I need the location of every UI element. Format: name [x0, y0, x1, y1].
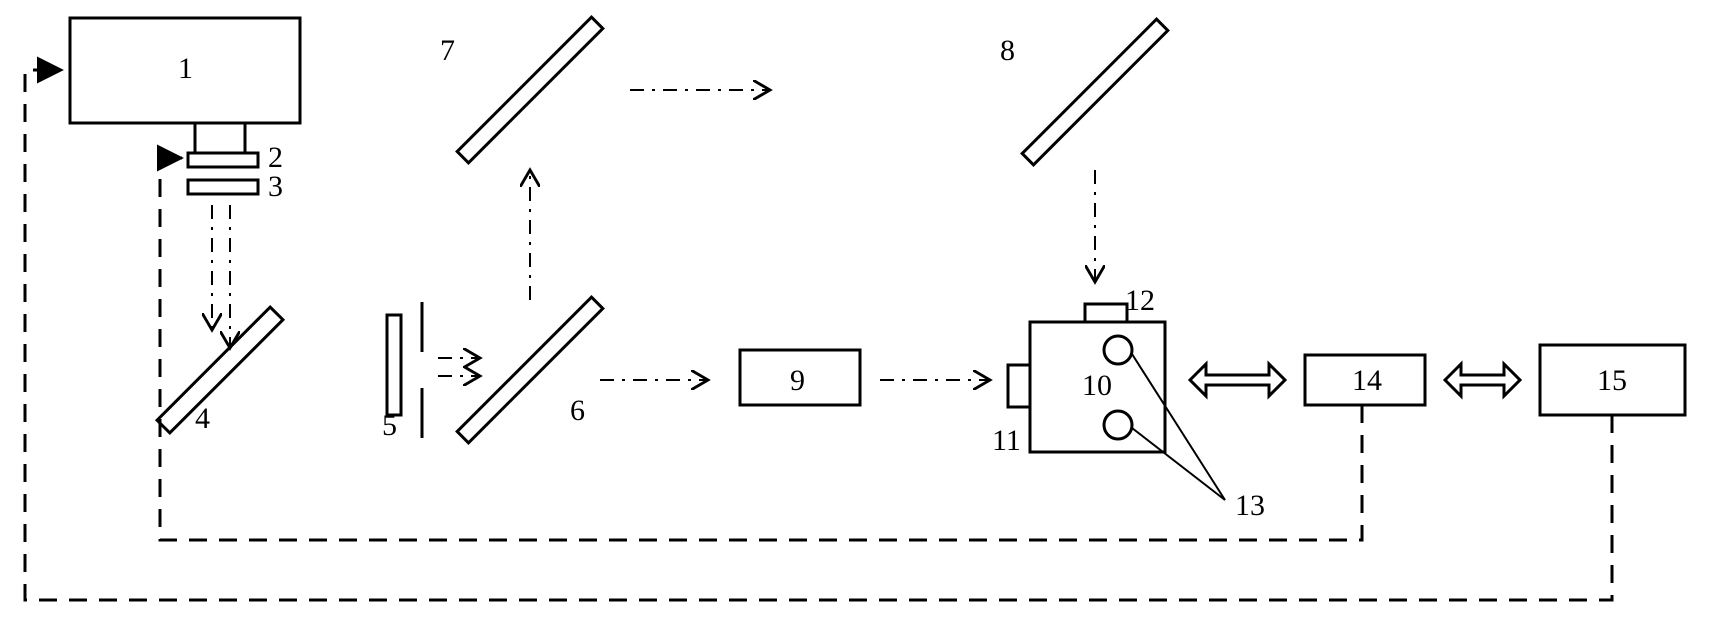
- label-n1: 1: [178, 52, 193, 85]
- double-arrow-0: [1190, 364, 1285, 396]
- label-n15: 15: [1597, 364, 1627, 397]
- component-1-port: [195, 123, 245, 153]
- double-arrow-1: [1445, 364, 1520, 396]
- component-11-port: [1008, 365, 1030, 407]
- label-n12: 12: [1125, 284, 1155, 317]
- pointer-13-b: [1132, 428, 1225, 500]
- label-n8: 8: [1000, 34, 1015, 67]
- label-n5: 5: [382, 409, 397, 442]
- component-3: [188, 180, 258, 194]
- label-n14: 14: [1352, 364, 1382, 397]
- component-8: [1022, 19, 1168, 165]
- component-2: [188, 153, 258, 167]
- label-n3: 3: [268, 170, 283, 203]
- component-5: [387, 315, 401, 415]
- component-4: [157, 307, 283, 433]
- component-13-circle-a: [1104, 336, 1132, 364]
- component-13-circle-b: [1104, 411, 1132, 439]
- component-12-port: [1085, 304, 1127, 322]
- label-n13: 13: [1235, 489, 1265, 522]
- label-n4: 4: [195, 402, 210, 435]
- label-n6: 6: [570, 394, 585, 427]
- component-7: [457, 17, 603, 163]
- label-n9: 9: [790, 364, 805, 397]
- label-n11: 11: [992, 424, 1021, 457]
- label-n10: 10: [1082, 369, 1112, 402]
- label-n7: 7: [440, 34, 455, 67]
